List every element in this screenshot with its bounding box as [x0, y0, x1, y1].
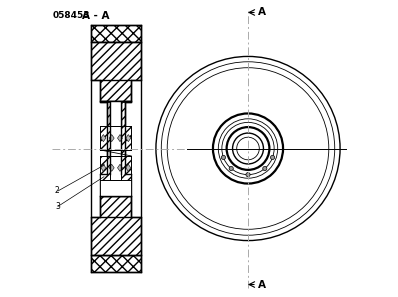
- Text: 3: 3: [55, 202, 60, 211]
- Polygon shape: [100, 156, 131, 180]
- Circle shape: [229, 166, 233, 170]
- Polygon shape: [100, 101, 131, 196]
- Polygon shape: [91, 25, 141, 42]
- Polygon shape: [101, 164, 106, 171]
- Text: 2: 2: [55, 187, 60, 195]
- Polygon shape: [100, 101, 131, 196]
- Polygon shape: [126, 135, 131, 142]
- Polygon shape: [109, 164, 114, 171]
- Polygon shape: [111, 126, 121, 150]
- Polygon shape: [117, 164, 123, 171]
- Text: 058453: 058453: [53, 11, 90, 20]
- Circle shape: [221, 155, 226, 159]
- Polygon shape: [109, 135, 114, 142]
- Circle shape: [271, 155, 275, 159]
- Polygon shape: [91, 42, 141, 101]
- Text: A - A: A - A: [82, 11, 109, 21]
- Circle shape: [246, 173, 250, 177]
- Polygon shape: [101, 135, 106, 142]
- Polygon shape: [91, 255, 141, 272]
- Polygon shape: [111, 102, 121, 174]
- Polygon shape: [126, 164, 131, 171]
- Polygon shape: [100, 126, 131, 150]
- Polygon shape: [117, 135, 123, 142]
- Text: A: A: [258, 7, 266, 18]
- Polygon shape: [111, 156, 121, 180]
- Polygon shape: [91, 196, 141, 255]
- Text: A: A: [258, 279, 266, 290]
- Circle shape: [263, 166, 267, 170]
